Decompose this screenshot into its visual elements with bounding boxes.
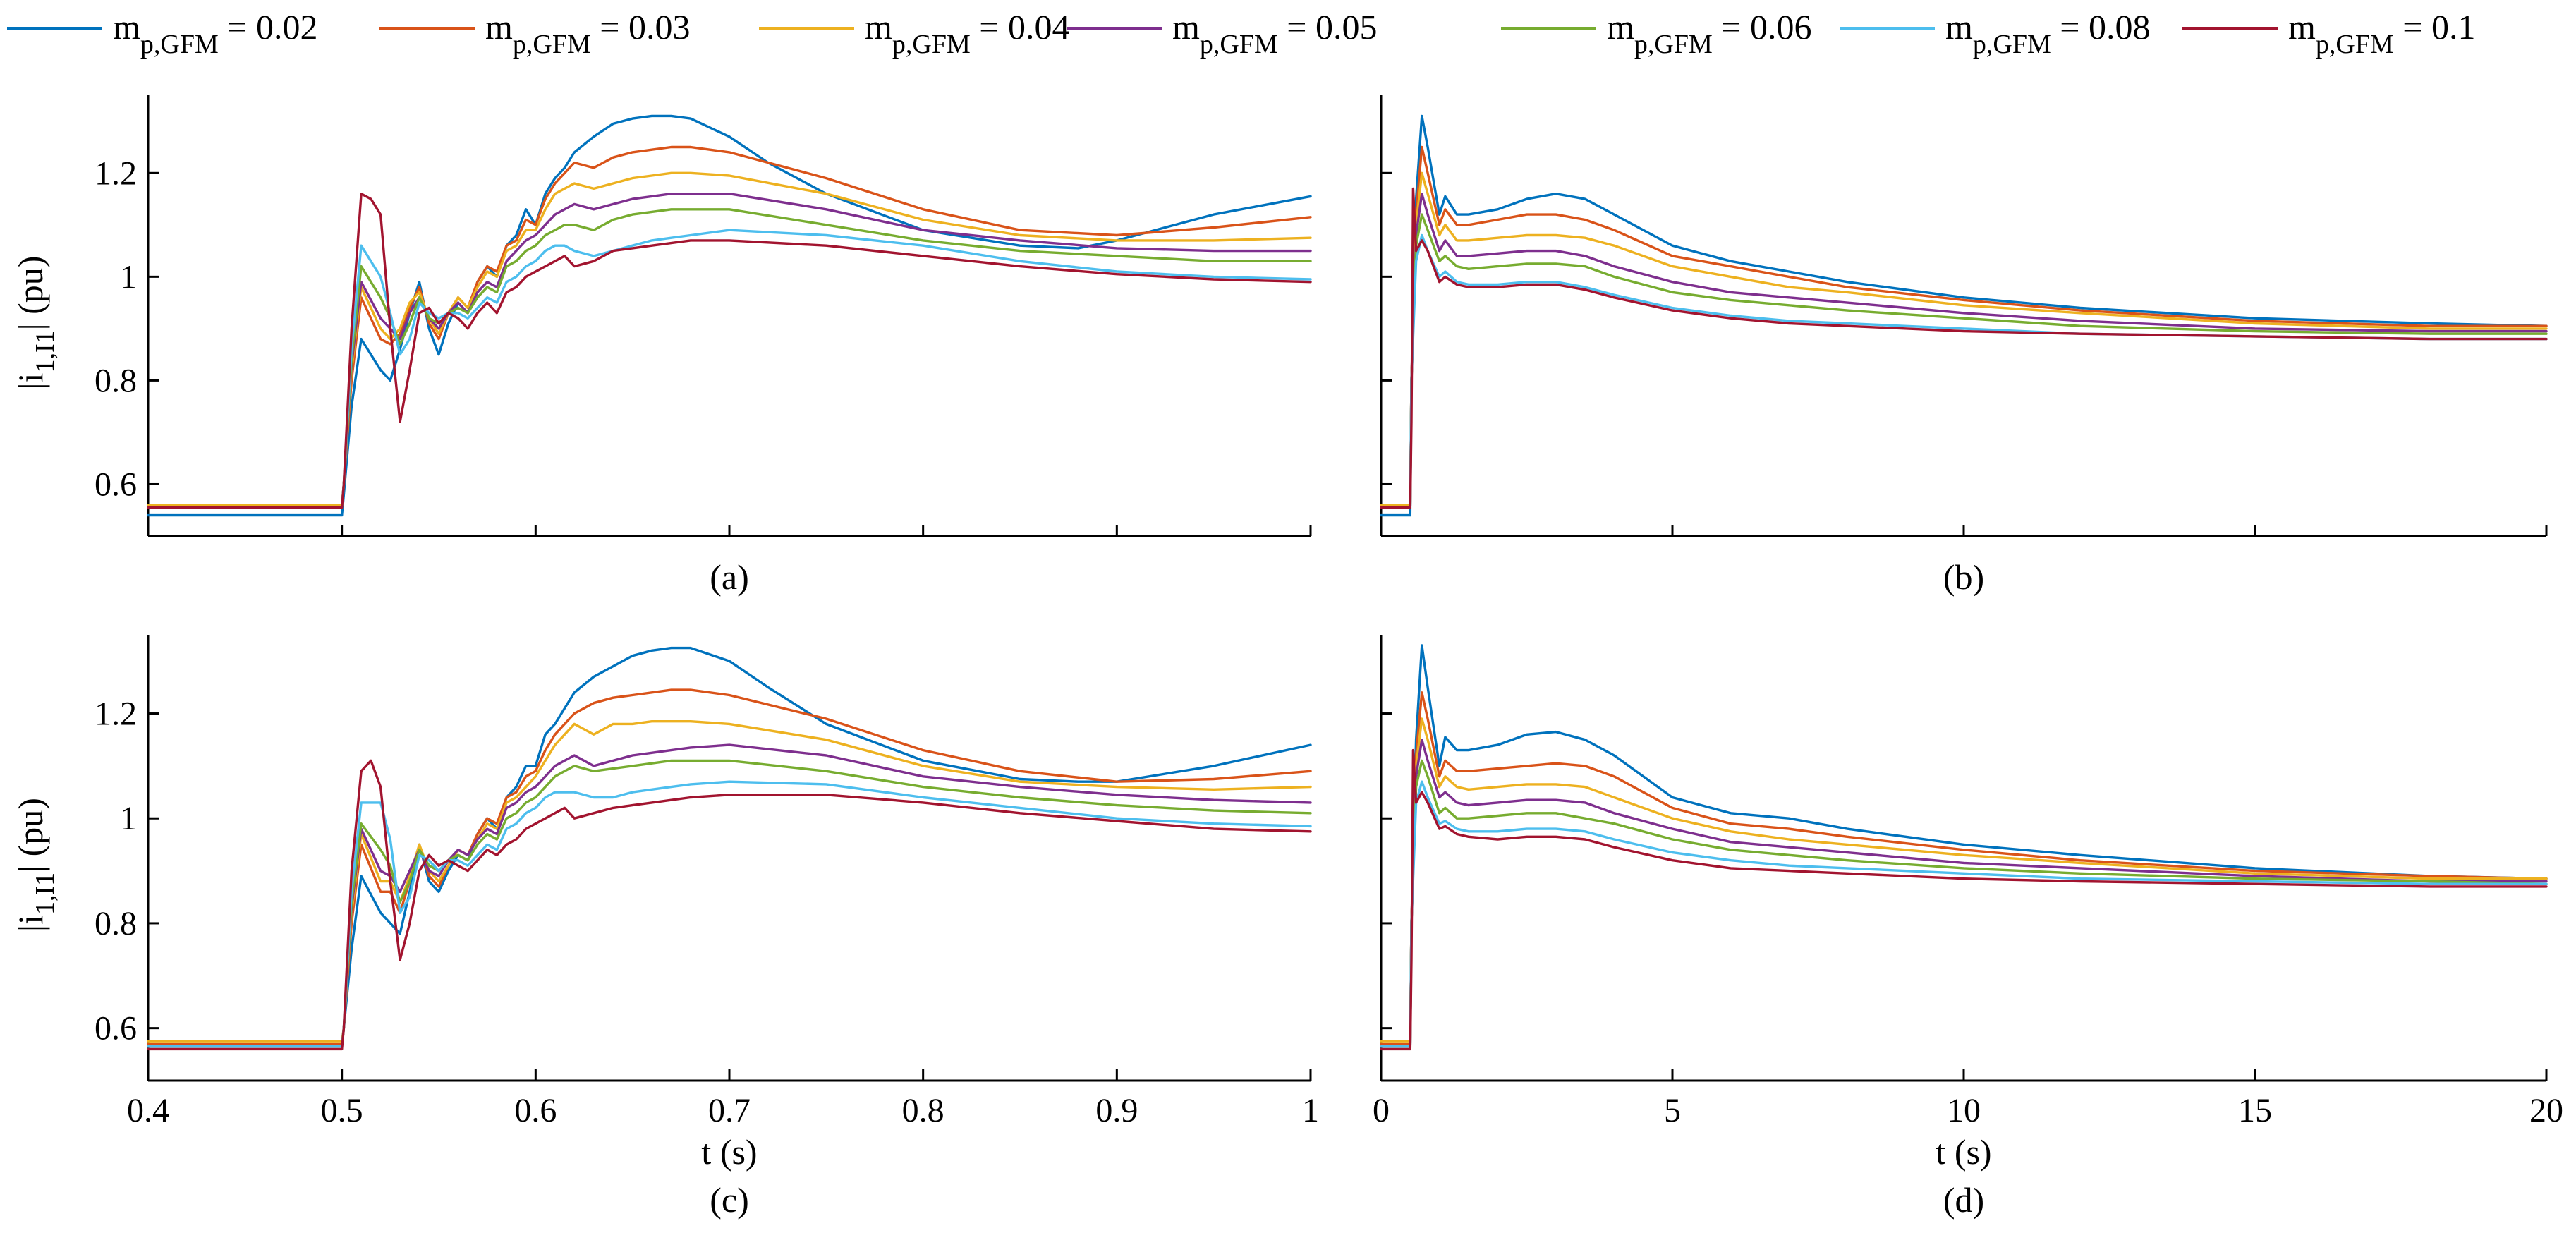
legend-entry: mp,GFM = 0.03 <box>379 7 690 59</box>
x-tick-label: 0.7 <box>708 1092 751 1129</box>
legend-value: = 0.06 <box>1713 7 1812 47</box>
series-line <box>1380 759 2548 1048</box>
x-tick-label: 20 <box>2529 1092 2563 1129</box>
legend-prefix: m <box>2288 7 2316 47</box>
x-tick-label: 0.6 <box>514 1092 557 1129</box>
series-line <box>147 688 1312 1045</box>
y-tick-label: 0.8 <box>95 362 137 399</box>
legend-subscript: p,GFM <box>892 30 971 59</box>
y-tick-label: 0.8 <box>95 905 137 942</box>
series-line <box>147 171 1312 506</box>
x-tick-label: 0.9 <box>1095 1092 1138 1129</box>
panel-caption: (a) <box>710 557 749 597</box>
legend: mp,GFM = 0.02 mp,GFM = 0.03 mp,GFM = 0.04 m… <box>7 7 2475 59</box>
series-line <box>1380 171 2548 506</box>
y-tick-label: 1.2 <box>95 695 137 733</box>
legend-label: mp,GFM = 0.04 <box>865 7 1069 59</box>
legend-value: = 0.05 <box>1278 7 1378 47</box>
legend-entry: mp,GFM = 0.08 <box>1840 7 2150 59</box>
x-tick-label: 1 <box>1302 1092 1319 1129</box>
legend-label: mp,GFM = 0.05 <box>1172 7 1377 59</box>
legend-value: = 0.08 <box>2051 7 2151 47</box>
legend-label: mp,GFM = 0.06 <box>1607 7 1811 59</box>
series-line <box>147 759 1312 1051</box>
x-axis-label: t (s) <box>1936 1132 1991 1172</box>
panel-d: 0 5 10 15 20 t (s) (d) <box>1373 635 2563 1220</box>
series-line <box>1380 644 2548 1048</box>
series-line <box>1380 213 2548 509</box>
legend-entry: mp,GFM = 0.06 <box>1501 7 1811 59</box>
series-line <box>147 114 1312 517</box>
panel-caption: (b) <box>1943 557 1984 597</box>
legend-subscript: p,GFM <box>140 30 219 59</box>
x-tick-label: 15 <box>2238 1092 2272 1129</box>
legend-value: = 0.04 <box>971 7 1070 47</box>
series-line <box>147 646 1312 1048</box>
legend-label: mp,GFM = 0.02 <box>113 7 317 59</box>
series-line <box>147 145 1312 509</box>
y-tick-label: 0.6 <box>95 466 137 503</box>
legend-subscript: p,GFM <box>2316 30 2394 59</box>
y-tick-label: 1 <box>120 258 137 296</box>
legend-entry: mp,GFM = 0.04 <box>759 7 1069 59</box>
legend-subscript: p,GFM <box>513 30 591 59</box>
panel-b: (b) <box>1380 95 2548 597</box>
series-line <box>1380 738 2548 1048</box>
x-tick-label: 0.4 <box>127 1092 169 1129</box>
series-line <box>1380 187 2548 509</box>
legend-entry: mp,GFM = 0.02 <box>7 7 317 59</box>
panel-a: 0.6 0.8 1 1.2 |i1,I1| (pu) (a) <box>11 95 1312 597</box>
series-line <box>147 759 1312 1048</box>
legend-entry: mp,GFM = 0.1 <box>2182 7 2475 59</box>
legend-value: = 0.02 <box>219 7 318 47</box>
series-line <box>1380 691 2548 1045</box>
legend-label: mp,GFM = 0.03 <box>485 7 690 59</box>
legend-prefix: m <box>1172 7 1200 47</box>
legend-prefix: m <box>485 7 513 47</box>
x-tick-label: 5 <box>1664 1092 1681 1129</box>
x-tick-label: 0.5 <box>321 1092 363 1129</box>
legend-value: = 0.03 <box>591 7 691 47</box>
series-line <box>147 743 1312 1048</box>
panels: 0.6 0.8 1 1.2 |i1,I1| (pu) (a) (b) 0.4 0.5 0.6 0.7… <box>11 95 2563 1220</box>
x-tick-label: 0.8 <box>902 1092 944 1129</box>
panel-c: 0.4 0.5 0.6 0.7 0.8 0.9 1 0.6 0.8 1 1.2 |i1,I1| (pu… <box>11 635 1319 1220</box>
legend-entry: mp,GFM = 0.05 <box>1067 7 1377 59</box>
x-tick-label: 10 <box>1947 1092 1981 1129</box>
y-axis-label: |i1,I1| (pu) <box>11 256 60 390</box>
legend-prefix: m <box>1945 7 1973 47</box>
series-line <box>147 720 1312 1043</box>
legend-subscript: p,GFM <box>1634 30 1713 59</box>
x-axis-label: t (s) <box>701 1132 757 1172</box>
y-axis-label: |i1,I1| (pu) <box>11 798 60 932</box>
series-line <box>1380 717 2548 1043</box>
series-line <box>147 780 1312 1048</box>
legend-prefix: m <box>113 7 140 47</box>
x-tick-label: 0 <box>1373 1092 1390 1129</box>
y-tick-label: 0.6 <box>95 1010 137 1047</box>
legend-value: = 0.1 <box>2394 7 2476 47</box>
series-line <box>1380 114 2548 517</box>
legend-subscript: p,GFM <box>1973 30 2051 59</box>
legend-prefix: m <box>865 7 892 47</box>
series-line <box>147 208 1312 509</box>
panel-caption: (c) <box>710 1180 749 1220</box>
y-tick-label: 1.2 <box>95 154 137 192</box>
y-tick-label: 1 <box>120 800 137 837</box>
series-line <box>1380 145 2548 509</box>
series-line <box>147 229 1312 509</box>
series-line <box>1380 233 2548 509</box>
legend-label: mp,GFM = 0.1 <box>2288 7 2475 59</box>
panel-caption: (d) <box>1943 1180 1984 1220</box>
series-line <box>147 193 1312 509</box>
legend-subscript: p,GFM <box>1200 30 1278 59</box>
series-line <box>1380 748 2548 1051</box>
legend-label: mp,GFM = 0.08 <box>1945 7 2150 59</box>
series-line <box>1380 193 2548 509</box>
legend-prefix: m <box>1607 7 1634 47</box>
series-line <box>1380 780 2548 1048</box>
